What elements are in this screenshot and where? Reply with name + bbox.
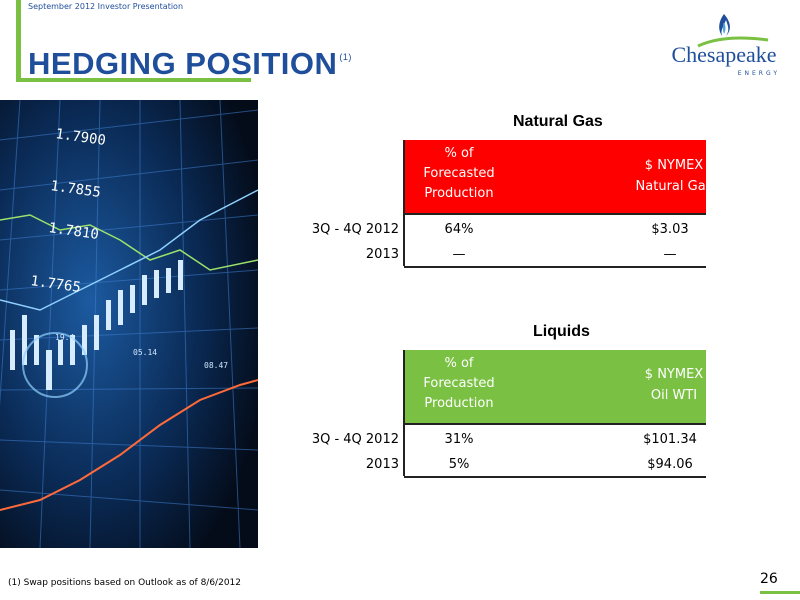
page-number: 26 — [760, 571, 778, 587]
small-price-label: 19.4 — [55, 333, 74, 342]
table-vertical-divider — [403, 140, 405, 266]
price-label: 1.7810 — [47, 220, 99, 243]
header-line: Oil WTI — [650, 388, 698, 403]
header-line: % of — [444, 356, 474, 371]
header-line: Production — [424, 186, 494, 201]
stock-chart-photo: 1.7900 1.7855 1.7810 1.7765 19.4 05.14 0… — [0, 100, 258, 548]
table-bottom-border — [404, 266, 706, 268]
presentation-subtitle: September 2012 Investor Presentation — [28, 2, 184, 11]
natural-gas-table: % of Forecasted Production $ NYMEX Natur… — [300, 140, 724, 270]
header-line: $ NYMEX — [644, 158, 704, 173]
price-label: 1.7855 — [49, 178, 101, 201]
row-label: 3Q - 4Q 2012 — [311, 222, 399, 237]
header-line: Natural Gas — [635, 179, 713, 194]
table-row: 3Q - 4Q 2012 31% $101.34 — [300, 428, 724, 452]
header-nymex-price: $ NYMEX Oil WTI — [614, 364, 734, 406]
accent-vertical-bar — [16, 0, 21, 80]
row-price: $94.06 — [647, 457, 693, 472]
row-price: — — [663, 247, 677, 262]
table-divider — [404, 213, 706, 215]
row-label: 3Q - 4Q 2012 — [311, 432, 399, 447]
price-label: 1.7765 — [29, 273, 81, 296]
page-title: HEDGING POSITION (1) — [28, 46, 352, 82]
financial-chart-image: 1.7900 1.7855 1.7810 1.7765 19.4 05.14 0… — [0, 100, 258, 548]
row-price: $3.03 — [651, 222, 689, 237]
row-percent: 31% — [444, 432, 474, 447]
logo-subtitle: ENERGY — [737, 70, 780, 77]
natural-gas-table-header: % of Forecasted Production $ NYMEX Natur… — [404, 140, 712, 213]
price-label: 1.7900 — [54, 126, 106, 149]
row-label: 2013 — [365, 457, 399, 472]
header-percent-production: % of Forecasted Production — [404, 354, 514, 414]
title-footnote-marker: (1) — [339, 52, 352, 62]
small-price-label: 08.47 — [204, 361, 228, 370]
table-vertical-divider — [403, 350, 405, 476]
header-line: Forecasted — [423, 166, 495, 181]
row-label: 2013 — [365, 247, 399, 262]
header-line: Forecasted — [423, 376, 495, 391]
header-line: Production — [424, 396, 494, 411]
liquids-title: Liquids — [533, 323, 590, 340]
table-divider — [404, 423, 706, 425]
row-percent: 5% — [448, 457, 470, 472]
footnote: (1) Swap positions based on Outlook as o… — [8, 578, 241, 588]
table-bottom-border — [404, 476, 706, 478]
header-nymex-price: $ NYMEX Natural Gas — [614, 155, 734, 197]
chesapeake-logo: Chesapeake ENERGY — [668, 12, 780, 92]
logo-wordmark: Chesapeake — [671, 42, 777, 67]
page-title-text: HEDGING POSITION — [28, 46, 338, 81]
row-price: $101.34 — [643, 432, 697, 447]
natural-gas-title: Natural Gas — [513, 113, 603, 130]
liquids-table: % of Forecasted Production $ NYMEX Oil W… — [300, 350, 724, 480]
header-percent-production: % of Forecasted Production — [404, 144, 514, 204]
header-line: % of — [444, 146, 474, 161]
accent-horizontal-bar — [16, 78, 251, 82]
flame-icon — [697, 14, 769, 48]
row-percent: 64% — [444, 222, 474, 237]
page-number-underline — [760, 591, 800, 594]
liquids-table-header: % of Forecasted Production $ NYMEX Oil W… — [404, 350, 706, 423]
table-row: 2013 — — — [300, 243, 724, 267]
header-line: $ NYMEX — [644, 367, 704, 382]
small-price-label: 05.14 — [133, 348, 157, 357]
row-percent: — — [452, 247, 466, 262]
table-row: 3Q - 4Q 2012 64% $3.03 — [300, 218, 724, 242]
table-row: 2013 5% $94.06 — [300, 453, 724, 477]
